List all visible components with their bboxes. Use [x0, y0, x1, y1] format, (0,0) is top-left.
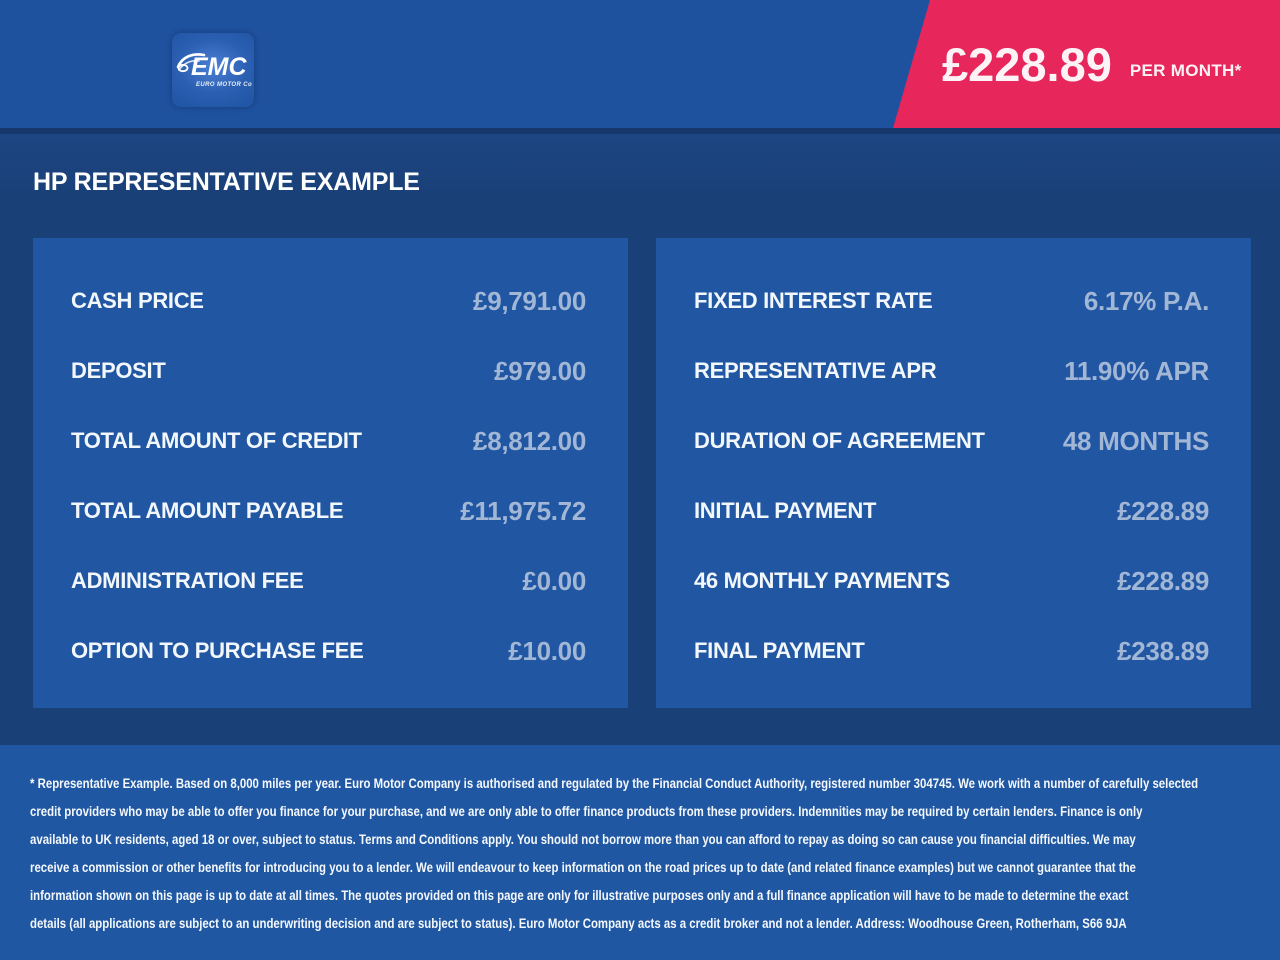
logo-swoosh2-icon: [178, 60, 200, 71]
disclaimer-line: information shown on this page is up to …: [30, 888, 1129, 903]
row-label: ADMINISTRATION FEE: [71, 568, 304, 593]
row-final-payment: FINAL PAYMENT £238.89: [656, 616, 1251, 686]
row-administration-fee: ADMINISTRATION FEE £0.00: [33, 546, 628, 616]
row-deposit: DEPOSIT £979.00: [33, 336, 628, 406]
row-total-amount-of-credit: TOTAL AMOUNT OF CREDIT £8,812.00: [33, 406, 628, 476]
row-value: £11,975.72: [460, 495, 586, 526]
logo-abbr: EMC: [191, 53, 248, 81]
disclaimer-line: credit providers who may be able to offe…: [30, 804, 1143, 819]
logo-wheel-icon: [177, 63, 189, 73]
footer-section: * Representative Example. Based on 8,000…: [0, 745, 1280, 960]
disclaimer-line: available to UK residents, aged 18 or ov…: [30, 832, 1136, 847]
row-initial-payment: INITIAL PAYMENT £228.89: [656, 476, 1251, 546]
disclaimer-line: details (all applications are subject to…: [30, 916, 1127, 931]
row-fixed-interest-rate: FIXED INTEREST RATE 6.17% P.A.: [656, 266, 1251, 336]
finance-panel-left: CASH PRICE £9,791.00 DEPOSIT £979.00 TOT…: [33, 238, 628, 708]
header-divider: [0, 128, 1280, 134]
row-value: £228.89: [1117, 565, 1209, 596]
price-banner: £228.89 PER MONTH*: [893, 0, 1280, 128]
row-label: DEPOSIT: [71, 358, 166, 383]
page-title: HP REPRESENTATIVE EXAMPLE: [33, 168, 420, 196]
row-label: REPRESENTATIVE APR: [694, 358, 937, 383]
row-label: INITIAL PAYMENT: [694, 498, 877, 523]
row-label: FINAL PAYMENT: [694, 638, 865, 663]
row-value: £238.89: [1117, 635, 1209, 666]
row-label: OPTION TO PURCHASE FEE: [71, 638, 364, 663]
disclaimer-line: * Representative Example. Based on 8,000…: [30, 776, 1199, 791]
row-value: 48 MONTHS: [1062, 425, 1209, 456]
row-cash-price: CASH PRICE £9,791.00: [33, 266, 628, 336]
logo-name: EURO MOTOR Co: [196, 82, 252, 88]
disclaimer-text: * Representative Example. Based on 8,000…: [30, 770, 1199, 938]
row-value: £228.89: [1117, 495, 1209, 526]
row-value: £0.00: [522, 565, 586, 596]
row-label: FIXED INTEREST RATE: [694, 288, 933, 313]
row-duration-of-agreement: DURATION OF AGREEMENT 48 MONTHS: [656, 406, 1251, 476]
row-total-amount-payable: TOTAL AMOUNT PAYABLE £11,975.72: [33, 476, 628, 546]
row-value: 6.17% P.A.: [1083, 285, 1209, 316]
row-value: £9,791.00: [473, 285, 586, 316]
row-option-to-purchase-fee: OPTION TO PURCHASE FEE £10.00: [33, 616, 628, 686]
finance-panel-right: FIXED INTEREST RATE 6.17% P.A. REPRESENT…: [656, 238, 1251, 708]
row-representative-apr: REPRESENTATIVE APR 11.90% APR: [656, 336, 1251, 406]
row-label: TOTAL AMOUNT OF CREDIT: [71, 428, 362, 453]
row-value: £8,812.00: [473, 425, 586, 456]
row-value: 11.90% APR: [1064, 355, 1209, 386]
row-monthly-payments: 46 MONTHLY PAYMENTS £228.89: [656, 546, 1251, 616]
row-value: £10.00: [508, 635, 586, 666]
logo-swoosh-icon: [176, 53, 206, 69]
row-label: TOTAL AMOUNT PAYABLE: [71, 498, 344, 523]
emc-logo-icon: EMC EURO MOTOR Co: [176, 53, 252, 88]
emc-logo: EMC EURO MOTOR Co: [172, 33, 254, 107]
row-value: £979.00: [494, 355, 586, 386]
monthly-price: £228.89: [942, 37, 1112, 91]
monthly-price-period: PER MONTH*: [1129, 61, 1242, 80]
row-label: 46 MONTHLY PAYMENTS: [694, 568, 950, 593]
disclaimer-line: receive a commission or other benefits f…: [30, 860, 1136, 875]
header-bar: EMC EURO MOTOR Co £228.89 PER MONTH*: [0, 0, 1280, 128]
row-label: CASH PRICE: [71, 288, 204, 313]
row-label: DURATION OF AGREEMENT: [694, 428, 985, 453]
